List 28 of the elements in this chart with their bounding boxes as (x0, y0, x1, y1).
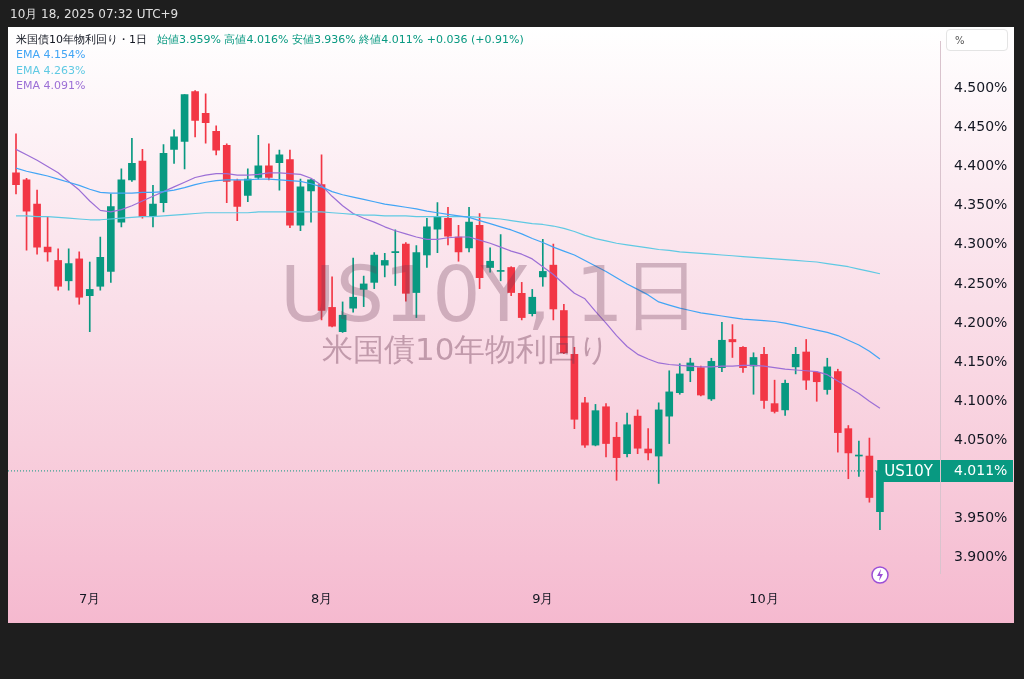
x-tick-label: 9月 (532, 590, 554, 606)
y-tick-label: 4.350% (954, 196, 1008, 213)
y-tick-label: 4.200% (954, 313, 1008, 330)
y-tick-label: 4.250% (954, 274, 1008, 291)
y-tick-label: 4.100% (954, 391, 1008, 408)
x-tick-label: 10月 (749, 590, 779, 606)
y-tick-label: 4.300% (954, 235, 1008, 252)
x-tick-label: 7月 (79, 590, 101, 606)
candlestick (12, 133, 20, 195)
text: % (946, 29, 1008, 51)
y-tick-label: 4.450% (954, 118, 1008, 135)
text: EMA 4.263% (16, 62, 86, 78)
y-tick-label: 3.900% (954, 548, 1008, 565)
text: 10月 18, 2025 07:32 UTC+9 (10, 6, 179, 23)
ref-line-label: US10Y (884, 461, 934, 480)
y-tick-label: 4.400% (954, 157, 1008, 174)
text: EMA 4.091% (16, 78, 86, 94)
chart-title: 米国債10年物利回り・1日 (16, 33, 147, 46)
y-tick-label: 4.011% (954, 461, 1008, 478)
y-tick-label: 3.950% (954, 509, 1008, 526)
y-tick-label: 4.500% (954, 78, 1008, 95)
x-tick-label: 8月 (310, 590, 333, 606)
chart-subtitle: 始値3.959% 高値4.016% 安値3.936% 終値4.011% +0.036 (+0.91%) (157, 33, 524, 46)
text: EMA 4.154% (16, 47, 86, 63)
candlestick (85, 261, 94, 332)
y-tick-label: 4.050% (954, 431, 1008, 448)
candlestick (644, 428, 652, 461)
y-tick-label: 4.150% (954, 352, 1008, 369)
